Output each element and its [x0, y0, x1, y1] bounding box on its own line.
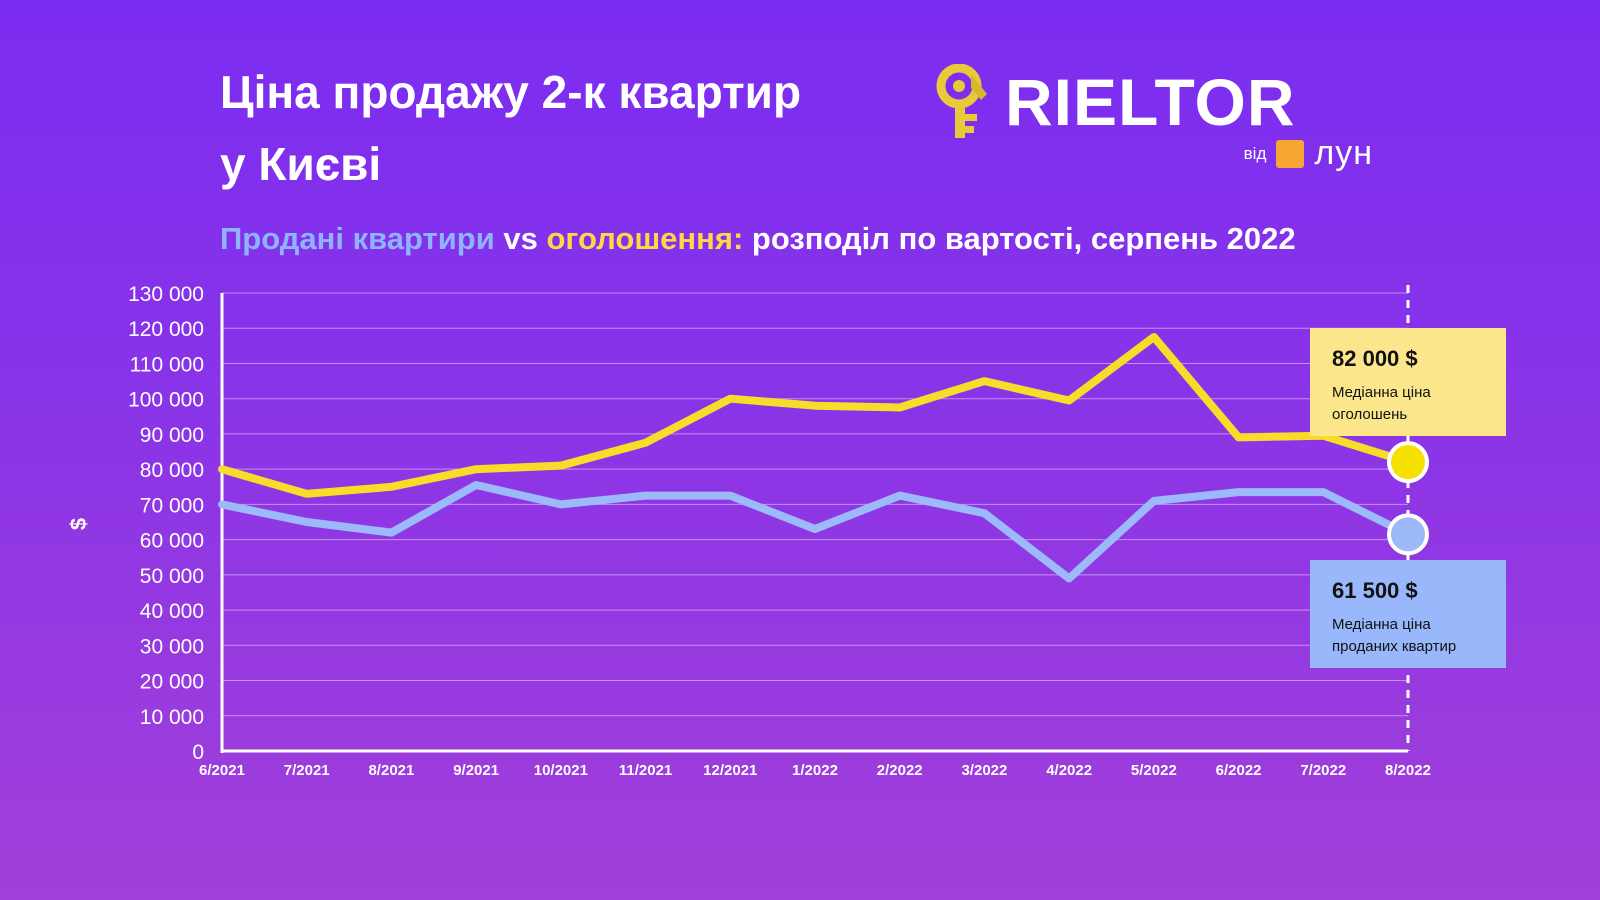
- x-tick-label: 9/2021: [453, 762, 499, 779]
- y-axis-ticks: 0 10 000 20 000 30 000 40 000 50 000 60 000 70 …: [128, 283, 204, 764]
- listings-median-label-line1: Медіанна ціна: [1332, 384, 1431, 401]
- subtitle-rest: розподіл по вартості, серпень 2022: [743, 221, 1296, 256]
- subtitle-listings: оголошення:: [546, 221, 744, 256]
- rieltor-logo: RIELTOR від лун: [935, 62, 1415, 172]
- y-tick-label: 100 000: [128, 389, 204, 412]
- x-tick-label: 5/2022: [1131, 762, 1177, 779]
- series-endpoint-listings: [1387, 441, 1429, 484]
- y-tick-label: 0: [192, 741, 204, 764]
- y-tick-label: 110 000: [130, 353, 204, 376]
- listings-median-callout: 82 000 $ Медіанна ціна оголошень: [1310, 328, 1506, 436]
- x-tick-label: 7/2022: [1300, 762, 1346, 779]
- x-tick-label: 6/2021: [199, 762, 245, 779]
- x-tick-label: 2/2022: [877, 762, 923, 779]
- chart-endpoints: [1387, 441, 1429, 556]
- sold-median-callout: 61 500 $ Медіанна ціна проданих квартир: [1310, 560, 1506, 668]
- sold-median-label-line1: Медіанна ціна: [1332, 616, 1431, 633]
- chart-title: Ціна продажу 2-к квартир у Києві: [220, 56, 801, 200]
- sold-median-label: Медіанна ціна проданих квартир: [1332, 614, 1506, 658]
- y-axis-label: $: [66, 518, 91, 530]
- y-tick-label: 120 000: [128, 318, 204, 341]
- y-tick-label: 30 000: [140, 635, 204, 658]
- subtitle-vs: vs: [494, 221, 547, 256]
- chart-grid: [222, 292, 1408, 717]
- y-tick-label: 40 000: [140, 600, 204, 623]
- x-tick-label: 12/2021: [703, 762, 757, 779]
- x-tick-label: 7/2021: [284, 762, 330, 779]
- x-tick-label: 3/2022: [961, 762, 1007, 779]
- sold-median-value: 61 500 $: [1332, 578, 1418, 603]
- x-tick-label: 10/2021: [534, 762, 588, 779]
- series-line-sold: [218, 481, 1412, 583]
- y-tick-label: 50 000: [140, 565, 204, 588]
- x-tick-label: 8/2022: [1385, 762, 1431, 779]
- chart-title-line2: у Києві: [220, 138, 382, 190]
- listings-median-label-line2: оголошень: [1332, 406, 1408, 423]
- listings-median-label: Медіанна ціна оголошень: [1332, 382, 1506, 426]
- y-tick-label: 80 000: [140, 459, 204, 482]
- x-tick-label: 6/2022: [1216, 762, 1262, 779]
- key-icon: [936, 64, 987, 138]
- lun-square-icon: [1276, 139, 1305, 168]
- subtitle-sold: Продані квартири: [220, 221, 495, 256]
- x-tick-label: 1/2022: [792, 762, 838, 779]
- logo-subline: від лун: [1244, 134, 1373, 173]
- sold-median-label-line2: проданих квартир: [1332, 638, 1457, 655]
- y-tick-label: 20 000: [140, 671, 204, 694]
- y-tick-label: 130 000: [128, 283, 204, 306]
- logo-partner-text: лун: [1314, 134, 1373, 172]
- x-tick-label: 4/2022: [1046, 762, 1092, 779]
- x-tick-label: 8/2021: [368, 762, 414, 779]
- y-tick-label: 70 000: [140, 494, 204, 517]
- series-line-listings: [218, 333, 1412, 498]
- listings-median-value: 82 000 $: [1332, 346, 1418, 371]
- x-axis-ticks: 6/2021 7/2021 8/2021 9/2021 10/2021 11/2021 12…: [199, 762, 1431, 779]
- logo-brand-text: RIELTOR: [1005, 65, 1296, 139]
- x-tick-label: 11/2021: [619, 762, 672, 779]
- chart-subtitle: Продані квартири vs оголошення: розподіл…: [220, 221, 1296, 257]
- chart-title-line1: Ціна продажу 2-к квартир: [220, 66, 802, 118]
- chart-series: [218, 333, 1412, 583]
- y-tick-label: 90 000: [140, 424, 204, 447]
- logo-by-text: від: [1243, 143, 1267, 163]
- y-tick-label: 10 000: [140, 706, 204, 729]
- y-tick-label: 60 000: [140, 530, 204, 553]
- series-endpoint-sold: [1387, 513, 1429, 556]
